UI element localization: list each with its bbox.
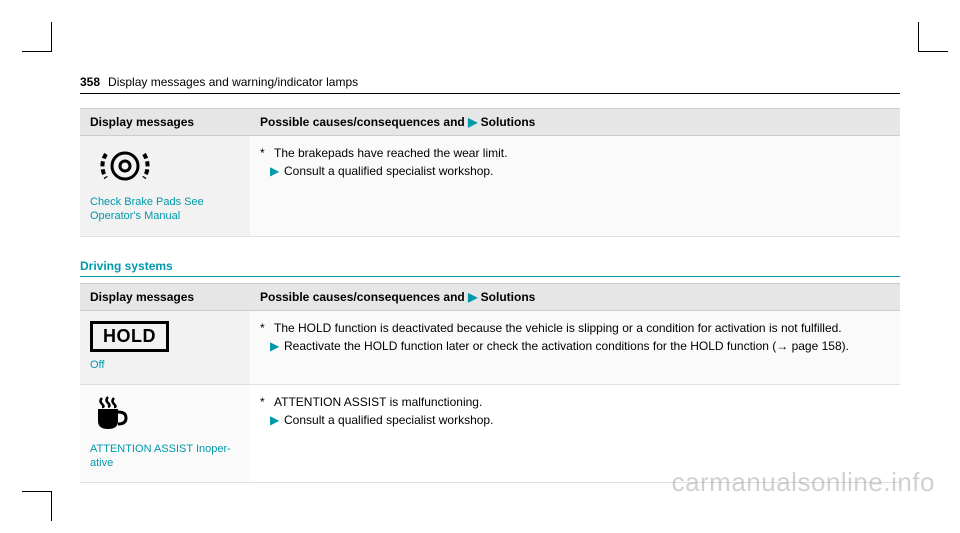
hold-icon: HOLD	[90, 321, 169, 352]
solution-text: Consult a qualified specialist workshop.	[284, 164, 493, 178]
display-message-cell: HOLD Off	[80, 310, 250, 384]
crop-mark-bl	[22, 491, 52, 521]
arrow-bullet: ▶	[260, 164, 284, 178]
table-row: Check Brake Pads See Operator's Manual *…	[80, 136, 900, 237]
arrow-icon: ▶	[270, 339, 279, 353]
arrow-bullet: ▶	[260, 339, 284, 353]
header-arrow-icon: ▶	[468, 290, 477, 304]
display-message-cell: Check Brake Pads See Operator's Manual	[80, 136, 250, 237]
icon-label-line1: Check Brake Pads See	[90, 196, 204, 208]
page-title: Display messages and warning/indicator l…	[108, 75, 358, 89]
icon-label-line2: ative	[90, 457, 113, 469]
cause-row: * ATTENTION ASSIST is malfunctioning.	[260, 395, 890, 409]
col1-header: Display messages	[80, 109, 250, 136]
col2-header-text-b: Solutions	[477, 115, 535, 129]
solution-text: Reactivate the HOLD function later or ch…	[284, 339, 849, 353]
icon-label: Check Brake Pads See Operator's Manual	[90, 195, 240, 224]
page-ref-arrow-icon: →	[776, 339, 788, 353]
col2-header-text-a: Possible causes/consequences and	[260, 115, 468, 129]
col2-header: Possible causes/consequences and ▶ Solut…	[250, 109, 900, 136]
cause-text: The brakepads have reached the wear limi…	[274, 146, 507, 160]
display-message-cell: ATTENTION ASSIST Inoper‐ ative	[80, 384, 250, 483]
page-content: 358 Display messages and warning/indicat…	[0, 0, 960, 525]
solution-row: ▶ Consult a qualified specialist worksho…	[260, 413, 890, 427]
star-bullet: *	[260, 321, 274, 335]
watermark: carmanualsonline.info	[672, 467, 935, 498]
solution-cell: * The brakepads have reached the wear li…	[250, 136, 900, 237]
table-header-row: Display messages Possible causes/consequ…	[80, 283, 900, 310]
col2-header-text-b: Solutions	[477, 290, 535, 304]
solution-text-a: Reactivate the HOLD function later or ch…	[284, 339, 776, 353]
arrow-icon: ▶	[270, 164, 279, 178]
cause-row: * The brakepads have reached the wear li…	[260, 146, 890, 160]
star-bullet: *	[260, 146, 274, 160]
attention-assist-icon	[90, 395, 240, 436]
page-header: 358 Display messages and warning/indicat…	[80, 75, 900, 94]
table-header-row: Display messages Possible causes/consequ…	[80, 109, 900, 136]
solution-cell: * The HOLD function is deactivated becau…	[250, 310, 900, 384]
col2-header-text-a: Possible causes/consequences and	[260, 290, 468, 304]
page-number: 358	[80, 75, 100, 89]
solution-row: ▶ Reactivate the HOLD function later or …	[260, 339, 890, 353]
cause-text: ATTENTION ASSIST is malfunctioning.	[274, 395, 482, 409]
brake-pad-icon	[90, 146, 240, 189]
crop-mark-tr	[918, 22, 948, 52]
icon-label: ATTENTION ASSIST Inoper‐ ative	[90, 442, 240, 471]
cause-row: * The HOLD function is deactivated becau…	[260, 321, 890, 335]
solution-text-b: page 158).	[788, 339, 849, 353]
col2-header: Possible causes/consequences and ▶ Solut…	[250, 283, 900, 310]
solution-text: Consult a qualified specialist workshop.	[284, 413, 493, 427]
arrow-bullet: ▶	[260, 413, 284, 427]
brake-table: Display messages Possible causes/consequ…	[80, 108, 900, 237]
icon-label-line1: ATTENTION ASSIST Inoper‐	[90, 443, 231, 455]
table-row: HOLD Off * The HOLD function is deactiva…	[80, 310, 900, 384]
col1-header: Display messages	[80, 283, 250, 310]
crop-mark-tl	[22, 22, 52, 52]
star-bullet: *	[260, 395, 274, 409]
arrow-icon: ▶	[270, 413, 279, 427]
driving-systems-table: Display messages Possible causes/consequ…	[80, 283, 900, 484]
icon-label: Off	[90, 358, 240, 372]
header-arrow-icon: ▶	[468, 115, 477, 129]
icon-label-line2: Operator's Manual	[90, 210, 180, 222]
cause-text: The HOLD function is deactivated because…	[274, 321, 842, 335]
solution-row: ▶ Consult a qualified specialist worksho…	[260, 164, 890, 178]
section-title: Driving systems	[80, 259, 900, 277]
